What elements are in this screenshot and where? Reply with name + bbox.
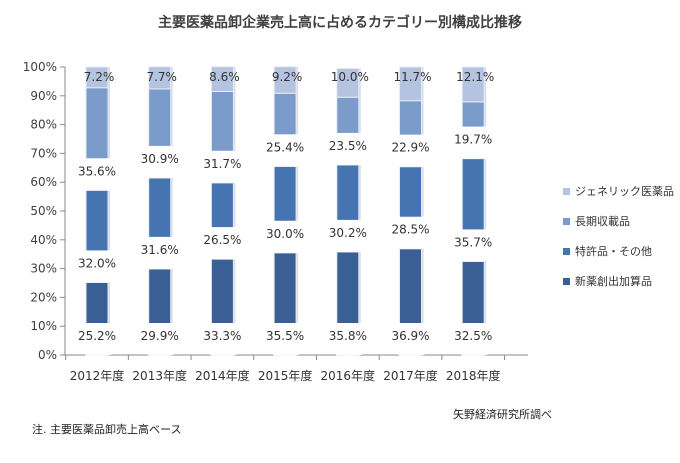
y-tick-label: 60% <box>30 175 57 189</box>
x-tick-label: 2018年度 <box>446 368 501 383</box>
data-label: 12.1% <box>456 70 494 84</box>
bar-segment <box>336 67 360 98</box>
bar-segment <box>273 66 297 94</box>
data-label: 23.5% <box>329 139 367 153</box>
data-label: 7.7% <box>146 70 177 84</box>
legend-label: 新薬創出加算品 <box>575 275 652 288</box>
label-gap <box>210 227 237 260</box>
bar-segment <box>399 66 422 102</box>
y-tick-label: 100% <box>23 60 57 74</box>
label-gap <box>273 220 300 253</box>
data-label: 32.0% <box>78 256 116 270</box>
label-gap <box>85 250 111 283</box>
data-label: 35.7% <box>454 235 492 249</box>
x-tick-label: 2012年度 <box>70 368 125 383</box>
label-gap <box>210 323 237 355</box>
legend-label: ジェネリック医薬品 <box>575 185 674 198</box>
y-tick-label: 20% <box>30 290 57 304</box>
data-label: 28.5% <box>391 223 429 237</box>
chart-title: 主要医薬品卸企業売上高に占めるカテゴリー別構成比推移 <box>158 15 522 31</box>
label-gap <box>273 134 300 167</box>
label-gap <box>461 323 488 355</box>
label-gap <box>210 150 237 183</box>
data-label: 30.0% <box>266 227 304 241</box>
y-tick-label: 10% <box>30 319 57 333</box>
legend-swatch <box>563 217 570 225</box>
legend-item-long-listed: 長期収載品 <box>563 206 674 236</box>
data-label: 29.9% <box>141 329 179 343</box>
y-tick-label: 40% <box>30 233 57 247</box>
legend-swatch <box>563 277 570 285</box>
label-gap <box>335 132 362 165</box>
data-label: 11.7% <box>393 70 431 84</box>
bar-segment <box>148 66 172 90</box>
label-gap <box>398 216 425 249</box>
y-tick-label: 30% <box>30 262 57 276</box>
label-gap <box>85 323 111 355</box>
y-tick-label: 80% <box>30 118 57 132</box>
legend-swatch <box>563 247 570 255</box>
y-tick-label: 70% <box>30 146 57 160</box>
label-gap <box>147 145 174 178</box>
label-gap <box>335 219 362 252</box>
label-gap <box>461 229 488 262</box>
data-label: 19.7% <box>454 133 492 147</box>
label-gap <box>147 236 174 269</box>
label-gap <box>398 134 425 167</box>
data-label: 30.2% <box>329 226 367 240</box>
data-label: 35.8% <box>329 329 367 343</box>
data-label: 8.6% <box>209 70 240 84</box>
legend-item-new-drug: 新薬創出加算品 <box>563 266 674 296</box>
x-tick-label: 2014年度 <box>195 368 250 383</box>
x-tick-label: 2013年度 <box>132 368 187 383</box>
y-tick-label: 50% <box>30 204 57 218</box>
label-gap <box>147 323 174 355</box>
data-label: 9.2% <box>272 70 303 84</box>
x-tick-label: 2016年度 <box>321 368 376 383</box>
data-label: 25.2% <box>78 329 116 343</box>
data-label: 30.9% <box>141 152 179 166</box>
legend-item-patent: 特許品・その他 <box>563 236 674 266</box>
label-gap <box>335 323 362 355</box>
data-label: 31.6% <box>141 243 179 257</box>
bar-segment <box>85 66 109 89</box>
label-gap <box>461 126 488 159</box>
x-tick-label: 2015年度 <box>258 368 313 383</box>
x-tick-label: 2017年度 <box>383 368 438 383</box>
data-label: 35.6% <box>78 164 116 178</box>
legend: ジェネリック医薬品 長期収載品 特許品・その他 新薬創出加算品 <box>563 176 674 296</box>
data-label: 31.7% <box>203 157 241 171</box>
label-gap <box>398 323 425 355</box>
legend-item-generic: ジェネリック医薬品 <box>563 176 674 206</box>
data-label: 26.5% <box>203 233 241 247</box>
data-label: 35.5% <box>266 329 304 343</box>
data-label: 33.3% <box>203 329 241 343</box>
y-tick-label: 90% <box>30 89 57 103</box>
source-credit: 矢野経済研究所調べ <box>453 408 552 421</box>
data-label: 10.0% <box>331 70 369 84</box>
label-gap <box>85 158 111 191</box>
legend-swatch <box>563 187 570 195</box>
footnote: 注. 主要医薬品卸売上高ベース <box>32 423 182 436</box>
bar-segment <box>461 66 485 103</box>
data-label: 36.9% <box>391 329 429 343</box>
bar-segment <box>210 66 234 92</box>
data-label: 22.9% <box>391 141 429 155</box>
y-tick-label: 0% <box>38 348 57 362</box>
legend-label: 特許品・その他 <box>575 245 652 258</box>
data-label: 25.4% <box>266 140 304 154</box>
data-label: 7.2% <box>84 70 115 84</box>
label-gap <box>273 323 300 355</box>
data-label: 32.5% <box>454 329 492 343</box>
legend-label: 長期収載品 <box>575 215 630 228</box>
